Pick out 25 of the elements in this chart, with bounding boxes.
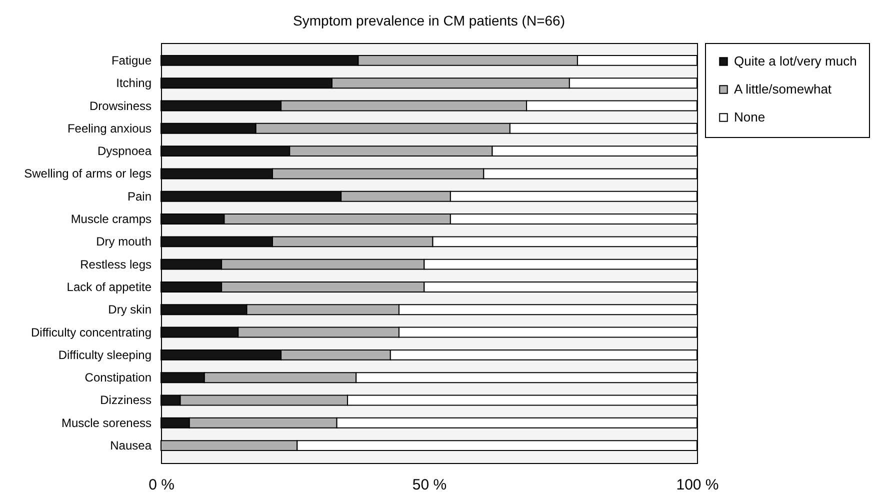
y-tick-label: Dry mouth <box>96 234 152 249</box>
legend-label: A little/somewhat <box>734 82 832 96</box>
y-tick-label: Difficulty concentrating <box>30 325 152 340</box>
y-tick-label: Itching <box>116 76 152 90</box>
legend-label: None <box>734 110 766 124</box>
y-tick-label: Pain <box>127 189 152 204</box>
y-tick-label: Constipation <box>84 370 152 385</box>
y-tick-label: Restless legs <box>80 257 152 272</box>
y-tick-label: Swelling of arms or legs <box>24 166 152 181</box>
chart-title: Symptom prevalence in CM patients (N=66) <box>293 12 565 28</box>
legend-label: Quite a lot/very much <box>734 54 857 68</box>
y-tick-label: Difficulty sleeping <box>58 348 152 362</box>
x-tick-label: 0 % <box>148 476 174 494</box>
y-tick-label: Feeling anxious <box>67 121 152 136</box>
y-tick-label: Dizziness <box>100 393 152 408</box>
y-tick-label: Dyspnoea <box>97 144 152 158</box>
y-tick-label: Muscle soreness <box>61 416 152 430</box>
y-tick-label: Drowsiness <box>89 98 152 113</box>
y-tick-label: Dry skin <box>108 302 152 317</box>
y-tick-label: Lack of appetite <box>66 280 152 294</box>
y-tick-label: Fatigue <box>111 53 152 68</box>
x-tick-label: 50 % <box>412 476 447 494</box>
x-tick-label: 100 % <box>676 476 719 494</box>
y-tick-label: Muscle cramps <box>70 212 152 226</box>
y-tick-label: Nausea <box>110 438 152 453</box>
